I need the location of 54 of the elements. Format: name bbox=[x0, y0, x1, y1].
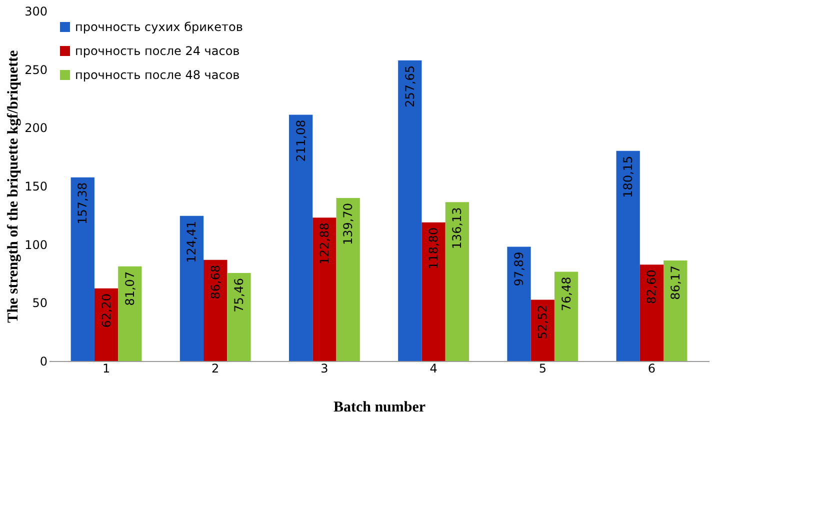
data-label: 86,68 bbox=[208, 264, 222, 300]
data-label: 82,60 bbox=[644, 270, 659, 304]
bar bbox=[507, 246, 531, 361]
bar bbox=[227, 272, 251, 361]
bar bbox=[530, 300, 554, 361]
y-tick-label: 250 bbox=[24, 62, 48, 77]
x-tick-label: 6 bbox=[648, 362, 656, 376]
bar bbox=[422, 222, 446, 361]
y-tick-label: 300 bbox=[24, 4, 48, 18]
y-tick-label: 200 bbox=[24, 121, 48, 136]
data-label: 118,80 bbox=[426, 227, 441, 270]
data-label: 76,48 bbox=[559, 276, 574, 312]
data-label: 124,41 bbox=[184, 220, 199, 263]
bar bbox=[94, 288, 118, 361]
data-label: 75,46 bbox=[232, 278, 246, 312]
x-tick-label: 2 bbox=[212, 362, 220, 376]
legend-label: прочность после 48 часов bbox=[75, 68, 240, 82]
bar bbox=[616, 150, 640, 361]
legend-label: прочность после 24 часов bbox=[75, 44, 240, 58]
data-label: 211,08 bbox=[294, 120, 308, 162]
x-tick-label: 1 bbox=[102, 362, 110, 376]
bar bbox=[118, 266, 142, 361]
bar bbox=[445, 202, 469, 361]
bar bbox=[664, 260, 688, 361]
y-tick-label: 150 bbox=[24, 180, 48, 194]
data-label: 257,65 bbox=[402, 65, 417, 108]
x-tick-label: 5 bbox=[538, 362, 546, 376]
bar bbox=[640, 264, 664, 361]
bar bbox=[398, 60, 422, 361]
data-label: 136,13 bbox=[450, 207, 464, 250]
data-label: 52,52 bbox=[536, 304, 550, 340]
bar bbox=[204, 260, 228, 361]
bar bbox=[180, 216, 204, 361]
bar bbox=[554, 272, 578, 361]
data-label: 62,20 bbox=[99, 293, 114, 328]
bar bbox=[289, 114, 313, 361]
data-label: 139,70 bbox=[341, 203, 356, 246]
bar bbox=[336, 198, 360, 361]
data-label: 97,89 bbox=[512, 252, 526, 286]
data-label: 157,38 bbox=[76, 182, 90, 224]
y-tick-label: 50 bbox=[32, 296, 48, 310]
bar bbox=[312, 218, 336, 361]
legend-label: прочность сухих брикетов bbox=[75, 20, 243, 34]
y-tick-label: 0 bbox=[40, 354, 48, 368]
data-label: 81,07 bbox=[122, 271, 137, 306]
data-label: 86,17 bbox=[668, 265, 682, 300]
data-label: 180,15 bbox=[621, 156, 636, 198]
y-axis-title: The strength of the briquette kgf/briquette bbox=[6, 50, 22, 323]
x-tick-label: 4 bbox=[430, 362, 438, 376]
data-label: 122,88 bbox=[317, 222, 332, 265]
x-axis-title: Batch number bbox=[333, 400, 426, 416]
bar bbox=[70, 177, 94, 361]
x-tick-label: 3 bbox=[320, 362, 328, 376]
y-tick-label: 100 bbox=[24, 238, 48, 252]
